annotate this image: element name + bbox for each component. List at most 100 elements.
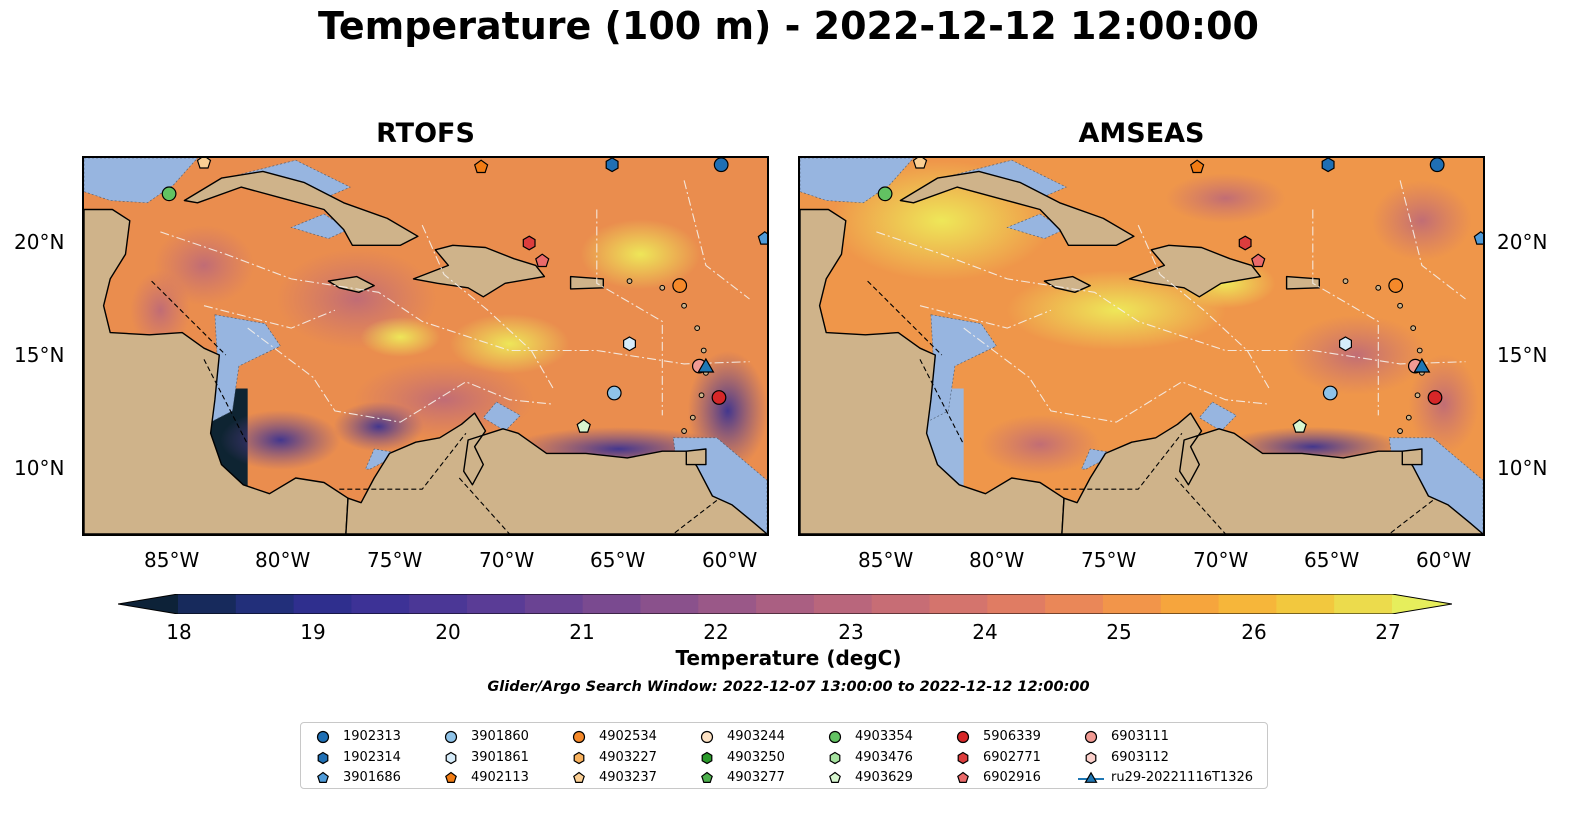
lon-label: 60°W — [702, 548, 758, 572]
island — [1375, 284, 1382, 291]
colorbar-tick: 27 — [1375, 620, 1401, 644]
marker-3901861[interactable] — [622, 336, 637, 352]
marker-3901860[interactable] — [1322, 385, 1338, 401]
marker-3901861[interactable] — [1338, 336, 1353, 352]
colorbar-swatch — [871, 594, 931, 614]
legend-label: 3901860 — [471, 729, 529, 744]
country-border — [339, 432, 467, 490]
marker-3901860[interactable] — [606, 385, 622, 401]
marker-4903237[interactable] — [912, 158, 928, 169]
marker-4902113[interactable] — [1189, 159, 1205, 174]
legend-swatch[interactable] — [1085, 751, 1097, 764]
legend-swatch[interactable] — [316, 730, 330, 743]
panel-title-amseas: AMSEAS — [1078, 118, 1205, 149]
legend-swatch[interactable] — [956, 730, 970, 743]
legend-swatch[interactable] — [445, 771, 457, 783]
temperature-field — [1371, 180, 1472, 261]
legend-item: 4903237 — [565, 767, 657, 788]
legend-swatch[interactable] — [1084, 730, 1098, 743]
marker-3901686[interactable] — [1473, 231, 1483, 245]
marker-1902314[interactable] — [1321, 158, 1335, 173]
legend-label: 4903277 — [727, 770, 785, 785]
lat-label: 15°N — [1497, 343, 1548, 367]
temperature-field — [449, 313, 570, 374]
marker-6902916[interactable] — [1251, 253, 1266, 268]
circle-marker-icon — [693, 729, 721, 745]
marker-4902113[interactable] — [473, 159, 489, 174]
marker-ru29-20221116T1326[interactable] — [1413, 357, 1431, 373]
marker-ru29-20221116T1326[interactable] — [697, 357, 715, 373]
marker-5906339[interactable] — [711, 390, 727, 405]
marker-3901686[interactable] — [757, 231, 767, 245]
temperature-field — [360, 317, 441, 358]
legend-swatch[interactable] — [701, 751, 713, 764]
legend-swatch[interactable] — [829, 751, 841, 764]
pentagon-marker-icon — [437, 770, 465, 786]
marker-6902771[interactable] — [1238, 235, 1252, 251]
marker-1902313[interactable] — [1429, 158, 1445, 173]
marker-4903354[interactable] — [877, 186, 893, 202]
legend-swatch[interactable] — [700, 730, 714, 743]
legend-item: 4903354 — [821, 726, 913, 747]
legend-swatch[interactable] — [829, 771, 841, 783]
marker-4903354[interactable] — [161, 186, 177, 202]
lat-label: 10°N — [1497, 456, 1548, 480]
colorbar-tick: 25 — [1106, 620, 1132, 644]
land-jamaica — [1043, 275, 1091, 293]
eez-boundary — [247, 327, 554, 423]
hexagon-marker-icon — [565, 750, 593, 766]
legend-swatch[interactable] — [957, 751, 969, 764]
legend-swatch[interactable] — [573, 771, 585, 783]
marker-4903237[interactable] — [196, 158, 212, 169]
legend-label: 3901861 — [471, 750, 529, 765]
legend-swatch[interactable] — [1084, 771, 1098, 783]
legend-swatch[interactable] — [317, 751, 329, 764]
marker-4903629[interactable] — [576, 419, 591, 433]
legend-label: 6903112 — [1111, 750, 1169, 765]
lon-label: 80°W — [969, 548, 1025, 572]
temperature-field — [1408, 354, 1479, 455]
lon-label: 65°W — [1304, 548, 1360, 572]
country-border — [151, 280, 227, 356]
eez-boundary — [876, 231, 1466, 365]
marker-1902314[interactable] — [605, 158, 619, 173]
colorbar-swatch — [813, 594, 873, 614]
legend-swatch[interactable] — [317, 771, 329, 783]
country-border — [1388, 499, 1434, 534]
colorbar-swatch — [1276, 594, 1335, 614]
marker-1902313[interactable] — [713, 158, 729, 173]
temperature-field — [580, 219, 701, 290]
colorbar-swatch — [1045, 594, 1104, 614]
legend-swatch[interactable] — [957, 771, 969, 783]
map-panel-amseas[interactable] — [798, 156, 1485, 536]
land-hispaniola — [412, 244, 546, 298]
marker-4902534[interactable] — [1388, 278, 1404, 293]
legend-swatch[interactable] — [444, 730, 458, 743]
marker-6902916[interactable] — [535, 253, 550, 268]
marker-4902534[interactable] — [672, 278, 688, 293]
legend-item: 4902113 — [437, 767, 529, 788]
colorbar-swatch — [987, 594, 1046, 614]
marker-5906339[interactable] — [1427, 390, 1443, 405]
legend-swatch[interactable] — [701, 771, 713, 783]
island — [700, 347, 707, 354]
pentagon-marker-icon — [309, 770, 337, 786]
eez-boundary — [683, 180, 750, 300]
colorbar-swatch — [756, 594, 815, 614]
legend-swatch[interactable] — [572, 730, 586, 743]
legend-item: 3901861 — [437, 747, 529, 768]
legend-label: 5906339 — [983, 729, 1041, 744]
legend-item: 3901860 — [437, 726, 529, 747]
temperature-field — [980, 414, 1101, 475]
marker-4903629[interactable] — [1292, 419, 1307, 433]
legend-swatch[interactable] — [445, 751, 457, 764]
legend-label: 6902771 — [983, 750, 1041, 765]
marker-6902771[interactable] — [522, 235, 536, 251]
land-hispaniola — [1128, 244, 1262, 298]
legend-swatch[interactable] — [573, 751, 585, 764]
map-panel-rtofs[interactable] — [82, 156, 769, 536]
circle-marker-icon — [309, 729, 337, 745]
land-cuba — [183, 170, 419, 246]
temperature-field — [1286, 314, 1427, 395]
legend-swatch[interactable] — [828, 730, 842, 743]
